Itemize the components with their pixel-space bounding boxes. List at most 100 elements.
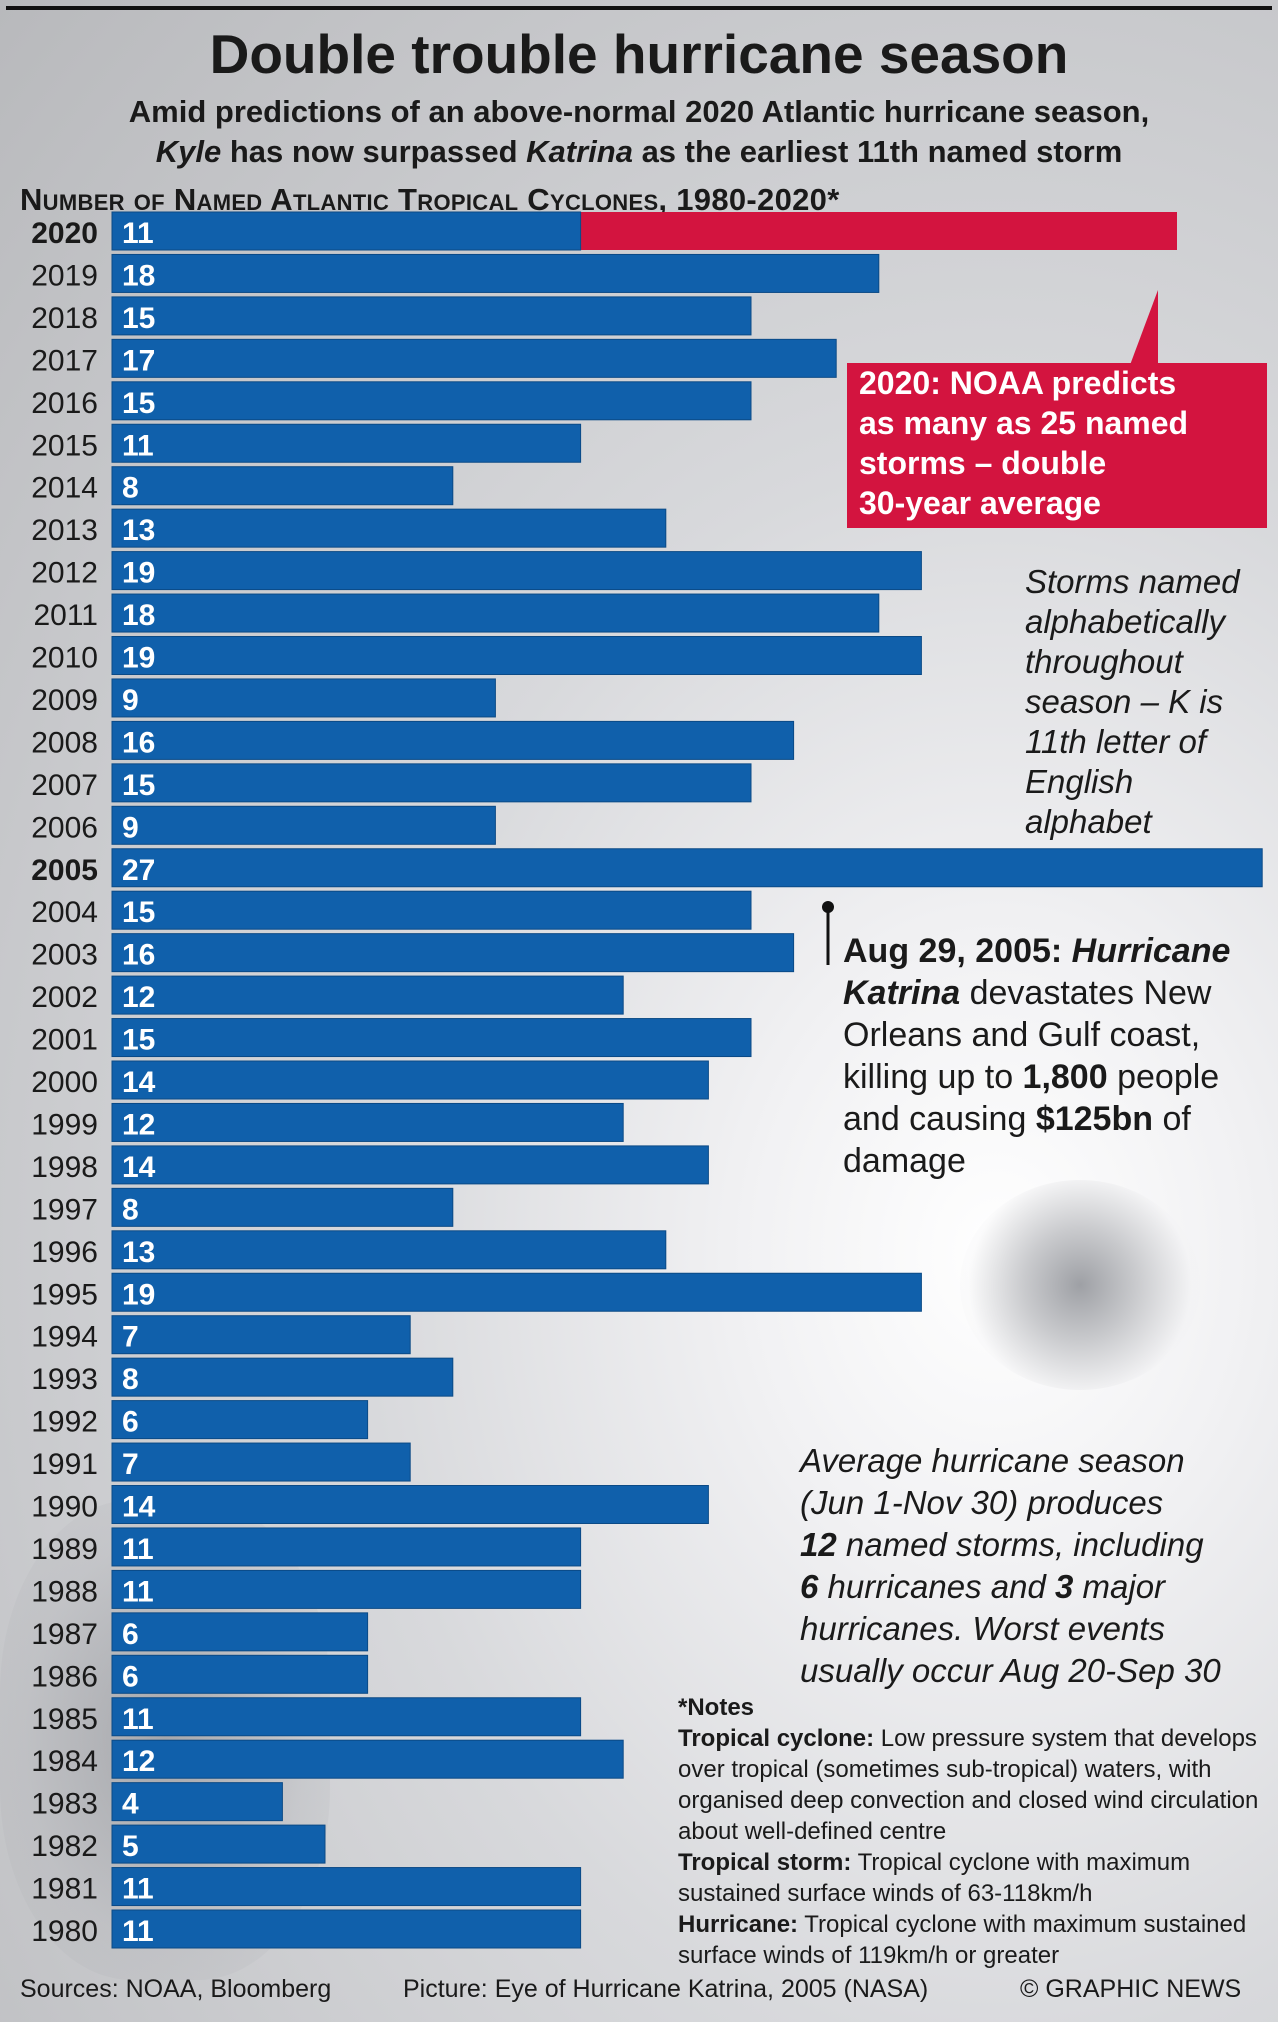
avg-line-5: hurricanes. Worst events (800, 1610, 1165, 1647)
alphabet-line: English (1025, 763, 1134, 800)
callout-line-1: 2020: NOAA predicts (859, 365, 1177, 401)
value-label-1988: 11 (122, 1575, 154, 1608)
year-label-1980: 1980 (31, 1915, 98, 1948)
year-label-2012: 2012 (31, 557, 98, 590)
bar-1988 (111, 1569, 582, 1609)
value-label-2016: 15 (122, 387, 155, 420)
year-label-1997: 1997 (31, 1193, 98, 1226)
value-label-2011: 18 (122, 599, 155, 632)
year-label-2005: 2005 (31, 854, 98, 887)
bar-2017 (111, 338, 837, 378)
avg-line-1: Average hurricane season (800, 1442, 1185, 1479)
note-tropical-cyclone: Tropical cyclone: Low pressure system th… (678, 1725, 1259, 1845)
katrina-annotation: Aug 29, 2005: Hurricane Katrina devastat… (843, 930, 1268, 1182)
value-label-1992: 6 (122, 1406, 139, 1439)
value-label-2003: 16 (122, 939, 155, 972)
year-label-1998: 1998 (31, 1151, 98, 1184)
bar-2015 (111, 423, 582, 463)
chart-title: Number of Named Atlantic Tropical Cyclon… (20, 182, 840, 217)
value-label-2019: 18 (122, 259, 155, 292)
value-label-2020: 11 (122, 217, 154, 250)
year-label-2007: 2007 (31, 769, 98, 802)
year-label-1983: 1983 (31, 1788, 98, 1821)
footer-picture-credit: Picture: Eye of Hurricane Katrina, 2005 … (403, 1975, 929, 2003)
value-label-1995: 19 (122, 1278, 155, 1311)
value-label-1989: 11 (122, 1533, 154, 1566)
year-label-2004: 2004 (31, 896, 98, 929)
bar-1989 (111, 1527, 582, 1567)
value-label-1997: 8 (122, 1193, 139, 1226)
subtitle-text-b: as the earliest 11th named storm (632, 134, 1123, 169)
year-label-1992: 1992 (31, 1406, 98, 1439)
katrina-line-1: Aug 29, 2005: Hurricane (843, 932, 1231, 970)
value-label-2014: 8 (122, 472, 139, 505)
value-label-1981: 11 (122, 1873, 154, 1906)
value-label-2004: 15 (122, 896, 155, 929)
value-label-2002: 12 (122, 981, 155, 1014)
value-label-2013: 13 (122, 514, 155, 547)
value-label-1983: 4 (122, 1788, 139, 1821)
value-label-1991: 7 (122, 1448, 139, 1481)
bar-2009 (111, 678, 496, 718)
kyle-name: Kyle (155, 134, 222, 169)
bar-2013 (111, 508, 667, 548)
year-label-1982: 1982 (31, 1830, 98, 1863)
alphabet-line: alphabet (1025, 803, 1152, 840)
year-label-1984: 1984 (31, 1745, 98, 1778)
bar-1982 (111, 1824, 326, 1864)
bar-1983 (111, 1782, 283, 1822)
bar-1987 (111, 1612, 369, 1652)
callout-line-3: storms – double (859, 445, 1107, 481)
year-label-2020: 2020 (31, 217, 98, 250)
value-label-2009: 9 (122, 684, 139, 717)
bar-1985 (111, 1697, 582, 1737)
bar-1980 (111, 1909, 582, 1949)
value-label-1980: 11 (122, 1915, 154, 1948)
year-label-2014: 2014 (31, 472, 98, 505)
value-label-1990: 14 (122, 1491, 156, 1524)
year-label-2001: 2001 (31, 1024, 98, 1057)
average-season-note: Average hurricane season (Jun 1-Nov 30) … (800, 1440, 1270, 1692)
value-label-1996: 13 (122, 1236, 155, 1269)
noaa-prediction-callout: 2020: NOAA predicts as many as 25 named … (847, 363, 1267, 528)
value-label-1986: 6 (122, 1660, 139, 1693)
year-label-1988: 1988 (31, 1575, 98, 1608)
bar-2014 (111, 466, 454, 506)
page-subtitle: Amid predictions of an above-normal 2020… (0, 92, 1278, 172)
bar-2000 (111, 1060, 709, 1100)
frame-border (6, 6, 1272, 2016)
year-label-1991: 1991 (31, 1448, 98, 1481)
bar-2002 (111, 975, 624, 1015)
year-label-2010: 2010 (31, 642, 98, 675)
avg-line-6: usually occur Aug 20-Sep 30 (800, 1652, 1221, 1689)
bar-2019 (111, 253, 880, 293)
footer-publisher: © GRAPHIC NEWS (1020, 1975, 1242, 2003)
avg-line-3: 12 named storms, including (800, 1526, 1204, 1563)
value-label-2015: 11 (122, 429, 154, 462)
katrina-line-3: Orleans and Gulf coast, (843, 1016, 1201, 1054)
callout-line-2: as many as 25 named (859, 405, 1189, 441)
year-label-1981: 1981 (31, 1873, 98, 1906)
year-label-1986: 1986 (31, 1660, 98, 1693)
alphabet-line: alphabetically (1025, 603, 1225, 640)
note-hurricane: Hurricane: Tropical cyclone with maximum… (678, 1911, 1247, 1969)
value-label-2010: 19 (122, 642, 155, 675)
prediction-bar-2020 (580, 212, 1177, 250)
bar-2012 (111, 551, 922, 591)
value-label-2006: 9 (122, 811, 139, 844)
year-label-1985: 1985 (31, 1703, 98, 1736)
bar-2005 (111, 848, 1263, 888)
bar-2006 (111, 805, 496, 845)
value-label-1993: 8 (122, 1363, 139, 1396)
bar-2001 (111, 1018, 752, 1058)
subtitle-line-1: Amid predictions of an above-normal 2020… (128, 94, 1150, 129)
value-label-2012: 19 (122, 557, 155, 590)
bar-1981 (111, 1867, 582, 1907)
katrina-line-5: and causing $125bn of (843, 1100, 1191, 1138)
note-tropical-storm: Tropical storm: Tropical cyclone with ma… (678, 1849, 1191, 1907)
bar-2007 (111, 763, 752, 803)
bar-1994 (111, 1315, 411, 1355)
alphabet-line: throughout (1025, 643, 1183, 680)
katrina-name: Katrina (526, 134, 633, 169)
value-label-2018: 15 (122, 302, 155, 335)
